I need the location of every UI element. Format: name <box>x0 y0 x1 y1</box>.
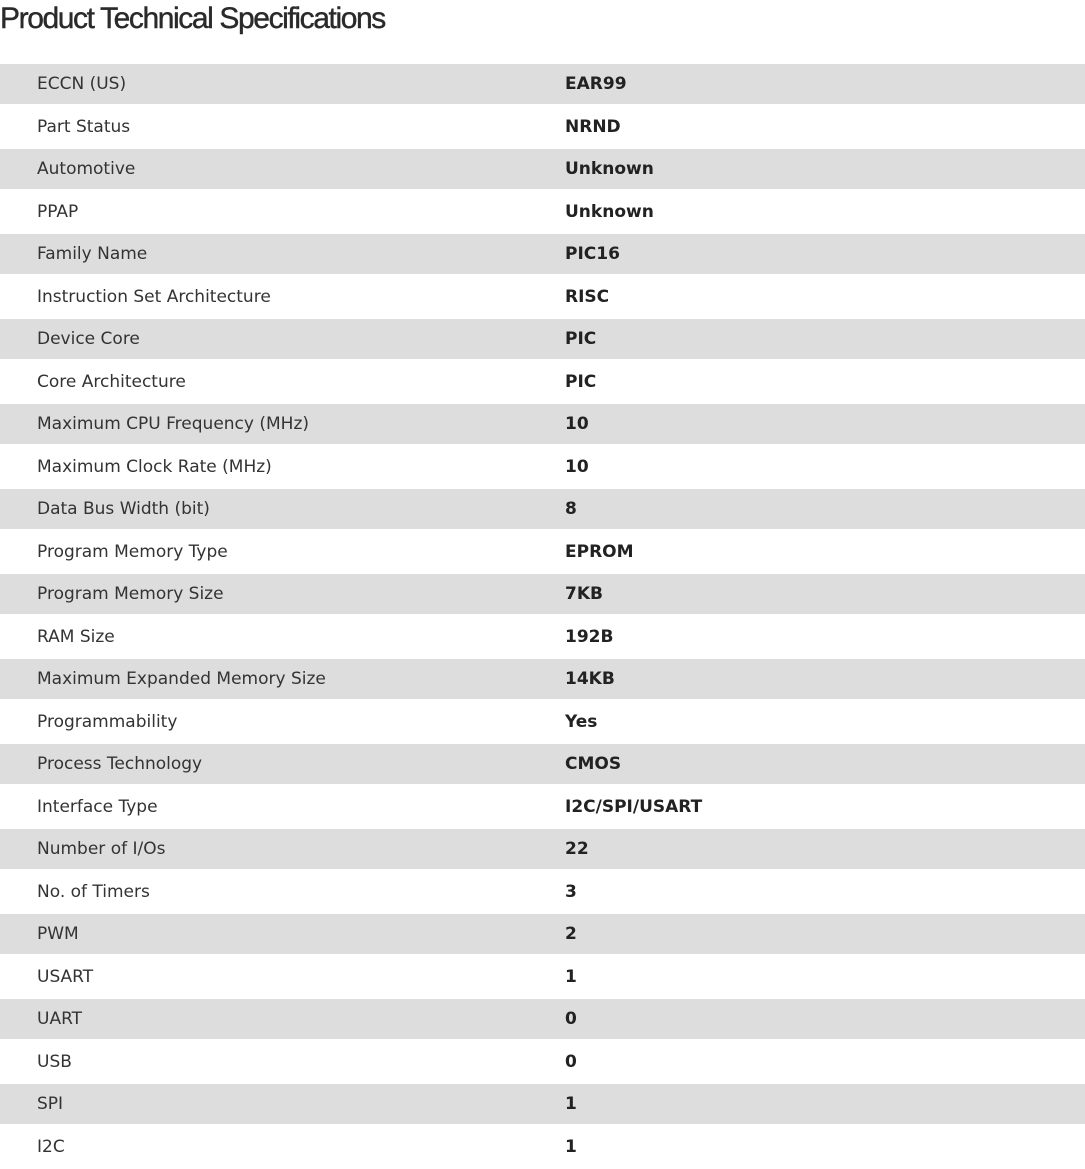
spec-value: PIC16 <box>565 244 620 264</box>
spec-label: Number of I/Os <box>37 839 166 859</box>
spec-value: CMOS <box>565 754 622 774</box>
spec-row: Number of I/Os 22 <box>0 829 1085 869</box>
spec-row: Maximum CPU Frequency (MHz) 10 <box>0 404 1085 444</box>
spec-value: EAR99 <box>565 74 627 94</box>
spec-label: Data Bus Width (bit) <box>37 499 210 519</box>
spec-value: 1 <box>565 1094 577 1114</box>
spec-row: Maximum Clock Rate (MHz) 10 <box>0 444 1085 489</box>
spec-row: PPAP Unknown <box>0 189 1085 234</box>
spec-value: 10 <box>565 414 589 434</box>
spec-label: ECCN (US) <box>37 74 127 94</box>
spec-label: RAM Size <box>37 626 115 647</box>
spec-row: PWM 2 <box>0 914 1085 954</box>
spec-row: Maximum Expanded Memory Size 14KB <box>0 659 1085 699</box>
spec-row: Interface Type I2C/SPI/USART <box>0 784 1085 829</box>
spec-value: 8 <box>565 499 577 519</box>
spec-value: PIC <box>565 329 597 349</box>
spec-value: Yes <box>565 711 598 732</box>
spec-label: No. of Timers <box>37 881 150 902</box>
spec-row: RAM Size 192B <box>0 614 1085 659</box>
spec-row: Data Bus Width (bit) 8 <box>0 489 1085 529</box>
spec-label: Maximum Expanded Memory Size <box>37 669 326 689</box>
spec-row: SPI 1 <box>0 1084 1085 1124</box>
spec-label: Family Name <box>37 244 148 264</box>
spec-label: Programmability <box>37 711 178 732</box>
spec-row: USB 0 <box>0 1039 1085 1084</box>
spec-label: USART <box>37 966 94 987</box>
spec-label: Process Technology <box>37 754 203 774</box>
spec-value: 22 <box>565 839 589 859</box>
spec-label: USB <box>37 1051 72 1072</box>
spec-row: Process Technology CMOS <box>0 744 1085 784</box>
spec-value: 7KB <box>565 584 603 604</box>
spec-value: 0 <box>565 1009 577 1029</box>
spec-value: 14KB <box>565 669 615 689</box>
spec-value: 3 <box>565 881 577 902</box>
spec-value: NRND <box>565 116 621 137</box>
spec-label: Maximum Clock Rate (MHz) <box>37 456 272 477</box>
specs-table: ECCN (US) EAR99 Part Status NRND Automotive U… <box>0 64 1085 1169</box>
spec-row: Programmability Yes <box>0 699 1085 744</box>
spec-row: Part Status NRND <box>0 104 1085 149</box>
spec-value: 10 <box>565 456 589 477</box>
spec-row: Automotive Unknown <box>0 149 1085 189</box>
spec-label: Core Architecture <box>37 371 186 392</box>
spec-value: 1 <box>565 1136 577 1157</box>
spec-value: 192B <box>565 626 614 647</box>
spec-row: USART 1 <box>0 954 1085 999</box>
spec-label: Maximum CPU Frequency (MHz) <box>37 414 309 434</box>
page-title: Product Technical Specifications <box>0 2 386 35</box>
spec-value: 2 <box>565 924 577 944</box>
spec-row: ECCN (US) EAR99 <box>0 64 1085 104</box>
spec-row: Program Memory Type EPROM <box>0 529 1085 574</box>
spec-label: PPAP <box>37 201 79 222</box>
spec-value: RISC <box>565 286 610 307</box>
spec-row: Instruction Set Architecture RISC <box>0 274 1085 319</box>
spec-row: I2C 1 <box>0 1124 1085 1169</box>
spec-value: 1 <box>565 966 577 987</box>
spec-label: Interface Type <box>37 796 158 817</box>
spec-label: Automotive <box>37 159 136 179</box>
spec-label: I2C <box>37 1136 65 1157</box>
spec-row: Core Architecture PIC <box>0 359 1085 404</box>
spec-value: Unknown <box>565 201 654 222</box>
spec-label: Program Memory Size <box>37 584 224 604</box>
spec-label: UART <box>37 1009 83 1029</box>
spec-label: PWM <box>37 924 79 944</box>
spec-row: Device Core PIC <box>0 319 1085 359</box>
spec-label: Program Memory Type <box>37 541 228 562</box>
spec-value: I2C/SPI/USART <box>565 796 703 817</box>
spec-label: SPI <box>37 1094 64 1114</box>
spec-label: Device Core <box>37 329 140 349</box>
spec-value: EPROM <box>565 541 634 562</box>
spec-row: Family Name PIC16 <box>0 234 1085 274</box>
spec-label: Part Status <box>37 116 131 137</box>
spec-value: 0 <box>565 1051 577 1072</box>
spec-value: Unknown <box>565 159 654 179</box>
spec-value: PIC <box>565 371 597 392</box>
spec-row: Program Memory Size 7KB <box>0 574 1085 614</box>
spec-label: Instruction Set Architecture <box>37 286 271 307</box>
spec-row: No. of Timers 3 <box>0 869 1085 914</box>
spec-row: UART 0 <box>0 999 1085 1039</box>
